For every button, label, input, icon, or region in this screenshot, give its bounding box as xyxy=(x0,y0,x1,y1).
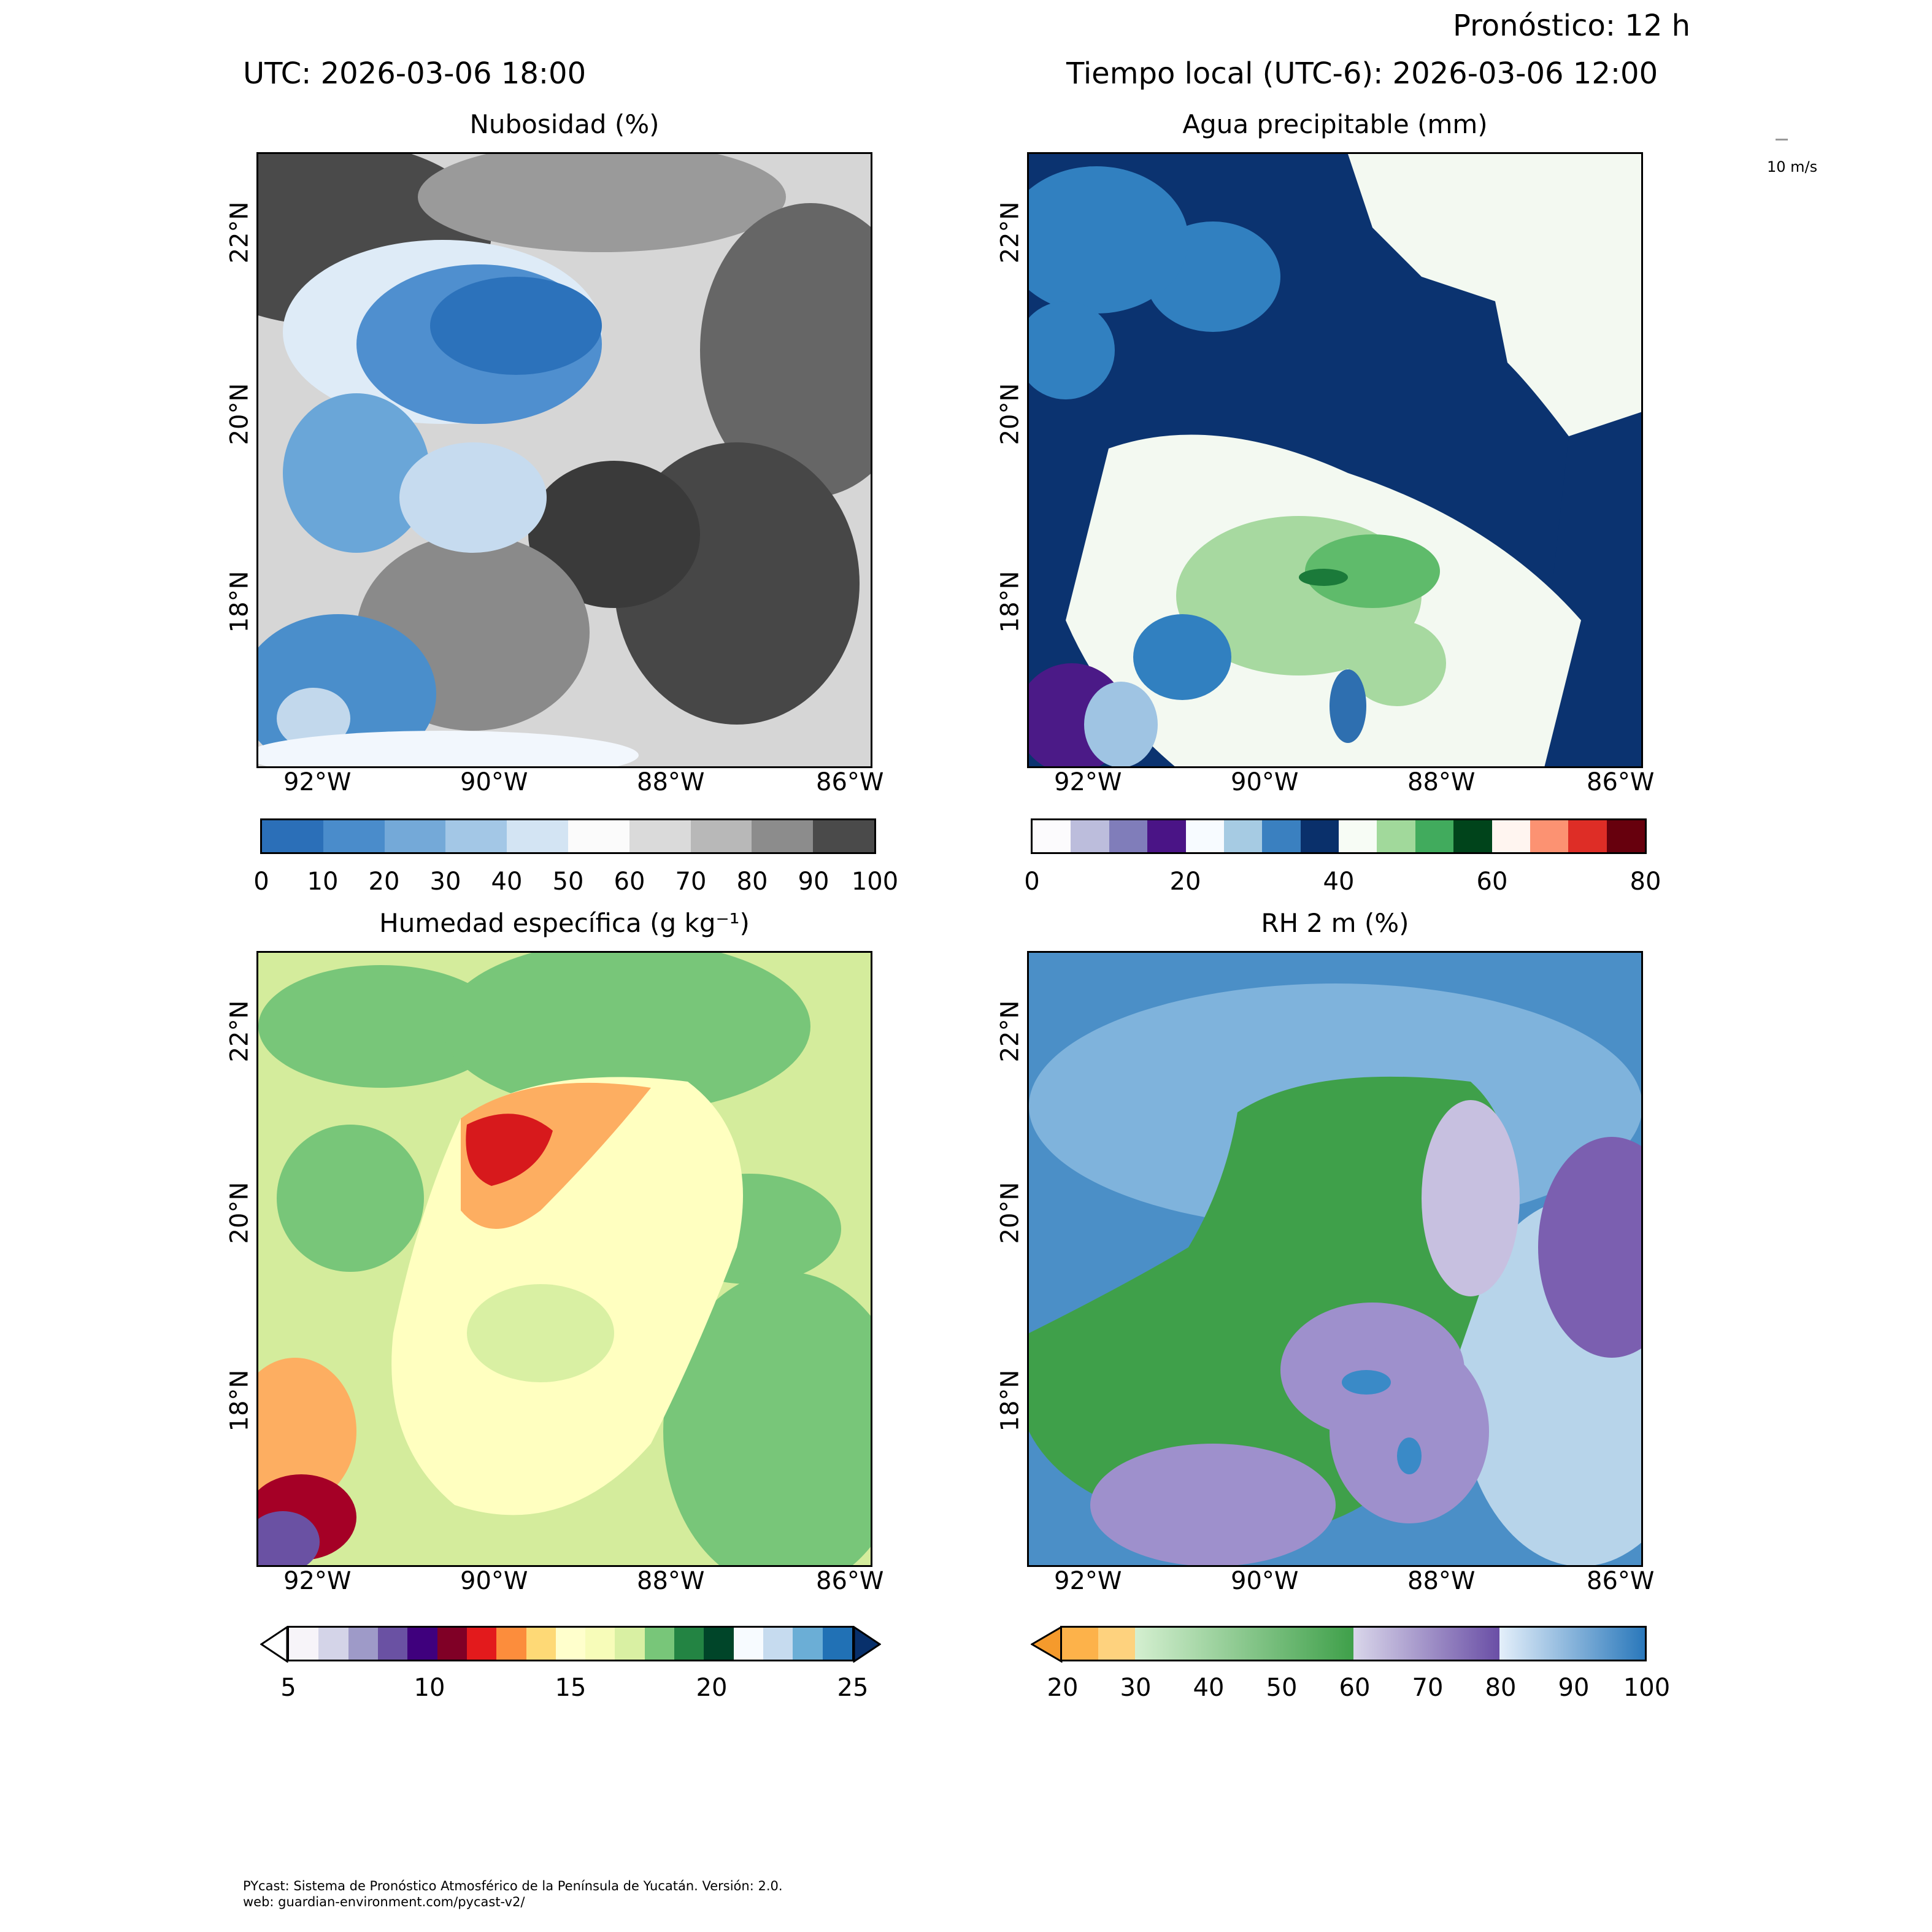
lon-tick: 92°W xyxy=(283,768,352,796)
lat-tick: 18°N xyxy=(225,571,254,633)
cbar-tick: 20 xyxy=(1169,868,1201,896)
lat-tick: 22°N xyxy=(996,201,1025,264)
lat-tick: 18°N xyxy=(225,1369,254,1432)
lat-tick: 20°N xyxy=(225,1182,254,1244)
map-nubosidad xyxy=(256,152,872,768)
cbar-tick: 0 xyxy=(1024,868,1040,896)
lon-tick: 92°W xyxy=(283,1567,352,1595)
cbar-tick: 30 xyxy=(429,868,461,896)
cbar-tick: 80 xyxy=(736,868,768,896)
cbar-tick: 20 xyxy=(368,868,400,896)
local-time: Tiempo local (UTC-6): 2026-03-06 12:00 xyxy=(1066,56,1658,91)
lat-tick: 22°N xyxy=(996,1000,1025,1063)
lat-tick: 18°N xyxy=(996,571,1025,633)
cbar-tick: 30 xyxy=(1120,1674,1152,1702)
cbar-tick: 60 xyxy=(1339,1674,1371,1702)
lon-tick: 92°W xyxy=(1054,768,1122,796)
cbar-tick: 60 xyxy=(614,868,645,896)
cbar-tick: 20 xyxy=(1047,1674,1079,1702)
cbar-tick: 40 xyxy=(1323,868,1355,896)
cbar-tick: 90 xyxy=(798,868,829,896)
lat-tick: 22°N xyxy=(225,201,254,264)
panel-title-humedad-especifica: Humedad específica (g kg⁻¹) xyxy=(379,908,750,938)
lon-tick: 90°W xyxy=(1231,1567,1299,1595)
lon-tick: 88°W xyxy=(637,768,705,796)
map-humedad-especifica xyxy=(256,951,872,1567)
footer-line-2: web: guardian-environment.com/pycast-v2/ xyxy=(243,1895,525,1909)
lat-tick: 18°N xyxy=(996,1369,1025,1432)
cbar-tick: 20 xyxy=(696,1674,728,1702)
footer-line-1: PYcast: Sistema de Pronóstico Atmosféric… xyxy=(243,1879,783,1893)
cbar-tick: 60 xyxy=(1476,868,1508,896)
lon-tick: 86°W xyxy=(1587,768,1655,796)
cbar-tick: 100 xyxy=(851,868,899,896)
lon-tick: 86°W xyxy=(816,1567,884,1595)
panel-title-agua-precipitable: Agua precipitable (mm) xyxy=(1182,109,1488,139)
forecast-hour: Pronóstico: 12 h xyxy=(1453,9,1691,43)
cbar-tick: 40 xyxy=(491,868,523,896)
cbar-tick: 40 xyxy=(1193,1674,1225,1702)
lon-tick: 90°W xyxy=(460,768,528,796)
cbar-tick: 10 xyxy=(414,1674,445,1702)
colorbar-nubosidad xyxy=(260,818,876,854)
lon-tick: 90°W xyxy=(460,1567,528,1595)
panel-title-nubosidad: Nubosidad (%) xyxy=(469,109,660,139)
cbar-tick: 80 xyxy=(1485,1674,1517,1702)
lat-tick: 22°N xyxy=(225,1000,254,1063)
quiver-key: 10 m/s xyxy=(1767,139,1817,176)
map-agua-precipitable xyxy=(1027,152,1643,768)
cbar-tick: 90 xyxy=(1558,1674,1590,1702)
utc-time: UTC: 2026-03-06 18:00 xyxy=(243,56,587,91)
cbar-tick: 25 xyxy=(837,1674,869,1702)
lat-tick: 20°N xyxy=(996,383,1025,445)
lon-tick: 88°W xyxy=(1407,1567,1476,1595)
lon-tick: 86°W xyxy=(1587,1567,1655,1595)
cbar-tick: 5 xyxy=(280,1674,296,1702)
lon-tick: 88°W xyxy=(637,1567,705,1595)
map-rh-2m xyxy=(1027,951,1643,1567)
cbar-tick: 100 xyxy=(1623,1674,1671,1702)
cbar-tick: 70 xyxy=(675,868,707,896)
cbar-tick: 10 xyxy=(307,868,339,896)
cbar-tick: 80 xyxy=(1630,868,1661,896)
quiver-arrow-icon xyxy=(1776,139,1788,140)
lon-tick: 92°W xyxy=(1054,1567,1122,1595)
lon-tick: 88°W xyxy=(1407,768,1476,796)
lat-tick: 20°N xyxy=(225,383,254,445)
cbar-tick: 0 xyxy=(253,868,269,896)
cbar-tick: 50 xyxy=(552,868,584,896)
lon-tick: 86°W xyxy=(816,768,884,796)
cbar-tick: 50 xyxy=(1266,1674,1298,1702)
colorbar-agua-precipitable xyxy=(1031,818,1647,854)
lat-tick: 20°N xyxy=(996,1182,1025,1244)
cbar-tick: 15 xyxy=(555,1674,587,1702)
lon-tick: 90°W xyxy=(1231,768,1299,796)
panel-title-rh-2m: RH 2 m (%) xyxy=(1261,908,1409,938)
cbar-tick: 70 xyxy=(1412,1674,1444,1702)
